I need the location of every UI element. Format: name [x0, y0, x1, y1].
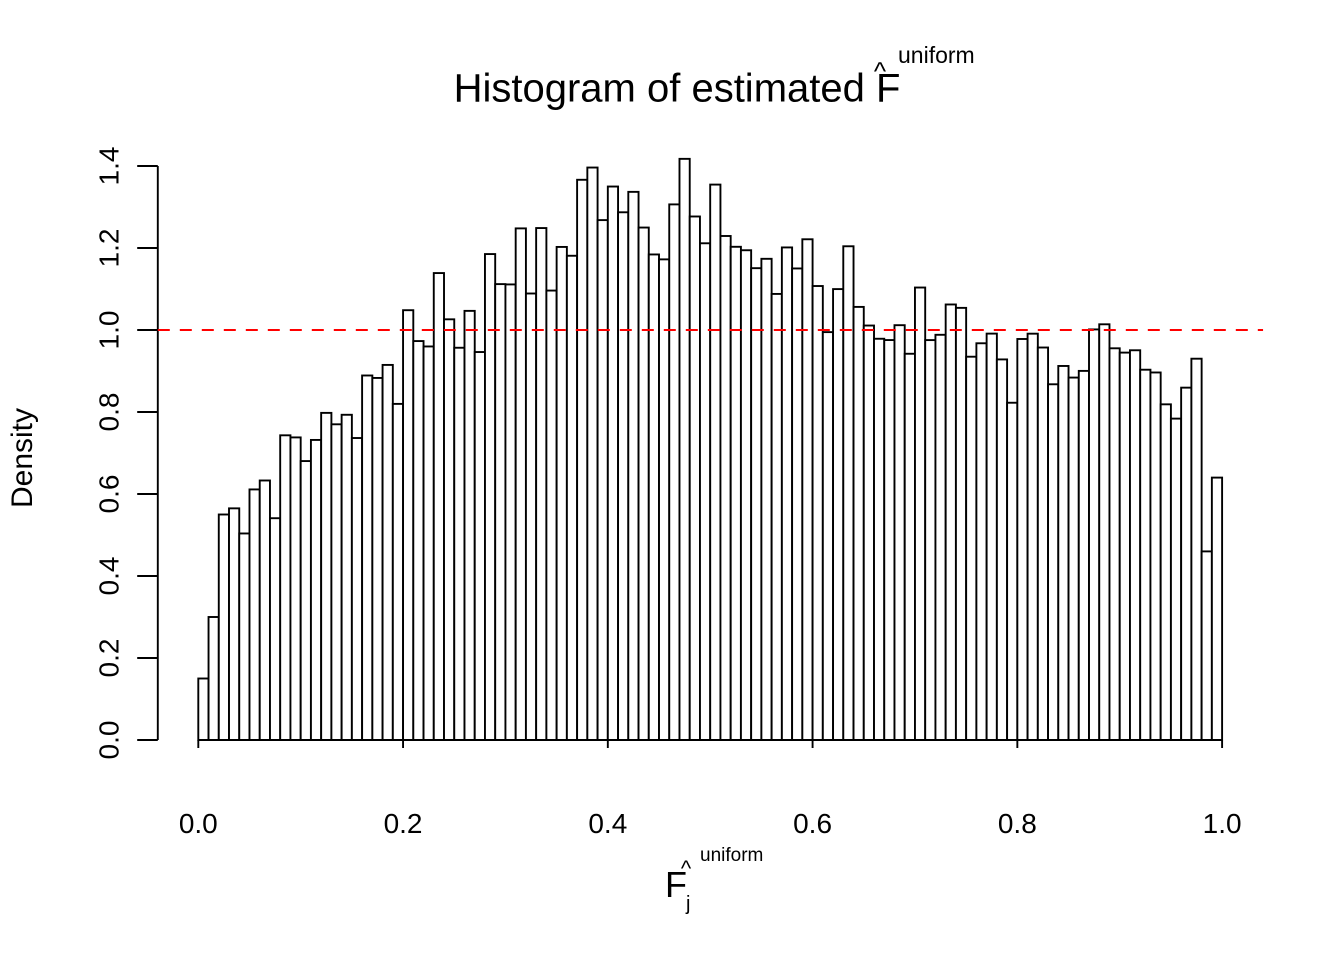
- svg-text:0.2: 0.2: [94, 639, 125, 678]
- svg-text:0.4: 0.4: [94, 557, 125, 596]
- svg-text:0.0: 0.0: [179, 808, 218, 839]
- svg-text:uniform: uniform: [700, 845, 763, 866]
- svg-text:1.2: 1.2: [94, 229, 125, 268]
- svg-text:1.0: 1.0: [94, 311, 125, 350]
- svg-text:0.8: 0.8: [94, 393, 125, 432]
- svg-text:uniform: uniform: [898, 42, 975, 68]
- svg-text:^: ^: [874, 56, 887, 86]
- svg-text:0.8: 0.8: [998, 808, 1037, 839]
- svg-text:Histogram of estimated F: Histogram of estimated F: [454, 66, 901, 110]
- svg-text:j: j: [685, 893, 690, 915]
- svg-text:0.2: 0.2: [384, 808, 423, 839]
- svg-text:0.4: 0.4: [588, 808, 627, 839]
- svg-text:Density: Density: [6, 408, 39, 508]
- svg-text:^: ^: [681, 856, 692, 881]
- svg-text:1.4: 1.4: [94, 147, 125, 186]
- svg-text:1.0: 1.0: [1203, 808, 1242, 839]
- svg-text:0.6: 0.6: [94, 475, 125, 514]
- svg-text:0.6: 0.6: [793, 808, 832, 839]
- svg-text:0.0: 0.0: [94, 721, 125, 760]
